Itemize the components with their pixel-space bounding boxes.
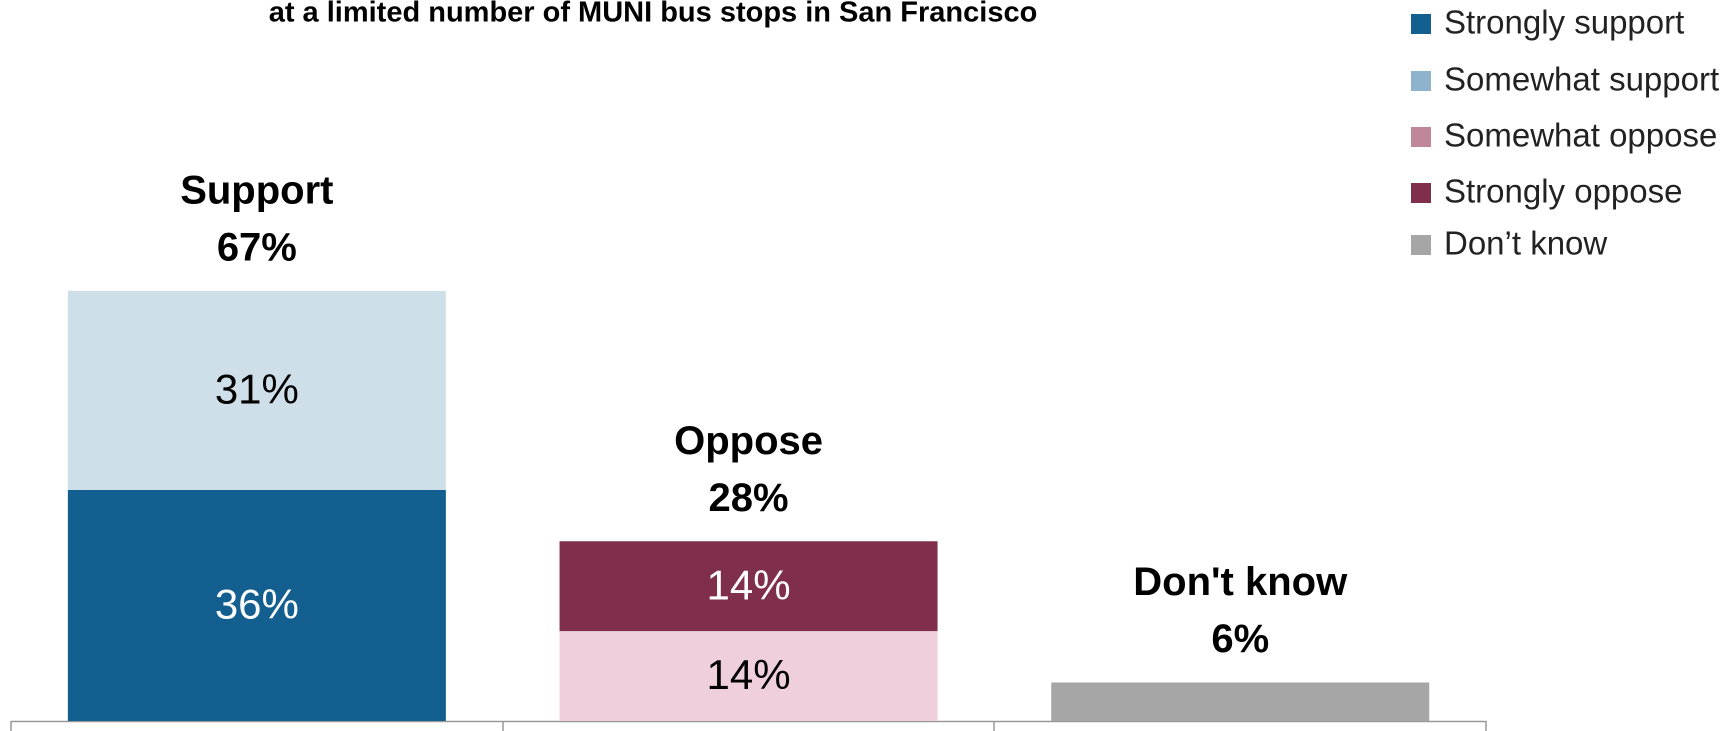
bar-segment <box>1051 682 1430 721</box>
legend-label: Somewhat oppose <box>1444 117 1717 154</box>
chart-title: at a limited number of MUNI bus stops in… <box>269 0 1038 29</box>
category-label: Support <box>180 168 333 212</box>
legend-swatch <box>1411 71 1431 91</box>
bar-segment <box>67 489 446 721</box>
legend-label: Strongly support <box>1444 4 1684 41</box>
total-label: 28% <box>709 476 789 520</box>
total-label: 6% <box>1211 617 1269 661</box>
bar-segment <box>67 290 446 490</box>
legend-label: Somewhat support <box>1444 61 1719 98</box>
bar-segment <box>559 631 938 721</box>
data-label: 31% <box>215 365 299 412</box>
category-label: Don't know <box>1133 560 1348 604</box>
legend-label: Don’t know <box>1444 225 1607 262</box>
bar-segment <box>559 541 938 632</box>
total-label: 67% <box>217 225 297 269</box>
legend-swatch <box>1411 235 1431 255</box>
legend-swatch <box>1411 127 1431 147</box>
legend-label: Strongly oppose <box>1444 173 1683 210</box>
legend-swatch <box>1411 183 1431 203</box>
data-label: 14% <box>707 651 791 698</box>
data-label: 14% <box>707 561 791 608</box>
data-label: 36% <box>215 581 299 628</box>
legend-swatch <box>1411 14 1431 34</box>
category-label: Oppose <box>674 419 823 463</box>
